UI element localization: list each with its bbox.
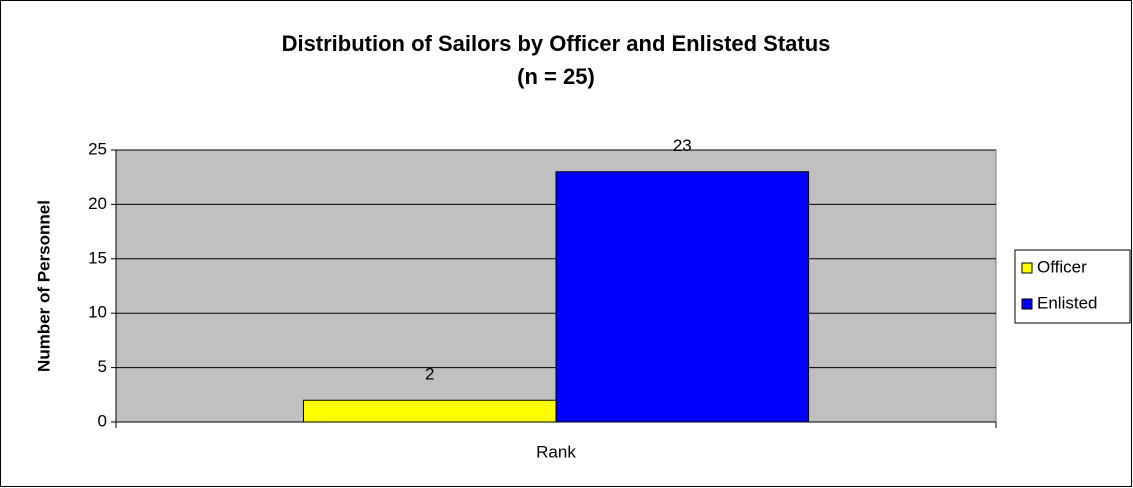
legend-label: Officer	[1037, 257, 1087, 276]
bar	[302, 399, 557, 423]
bar	[555, 171, 810, 423]
y-tick-label: 15	[88, 248, 107, 267]
legend-label: Enlisted	[1037, 293, 1097, 312]
y-tick-label: 20	[88, 194, 107, 213]
y-axis-title: Number of Personnel	[34, 200, 53, 372]
data-label: 23	[673, 136, 692, 155]
chart-subtitle: (n = 25)	[517, 64, 595, 89]
y-tick-label: 5	[98, 357, 107, 376]
chart-title: Distribution of Sailors by Officer and E…	[282, 31, 831, 56]
legend-swatch	[1021, 298, 1033, 310]
y-tick-label: 0	[98, 411, 107, 430]
x-tick-label: Rank	[536, 442, 576, 461]
legend-box	[1014, 249, 1131, 324]
data-label: 2	[425, 365, 434, 384]
y-tick-label: 25	[88, 139, 107, 158]
y-tick-label: 10	[88, 303, 107, 322]
legend-swatch	[1021, 262, 1033, 274]
